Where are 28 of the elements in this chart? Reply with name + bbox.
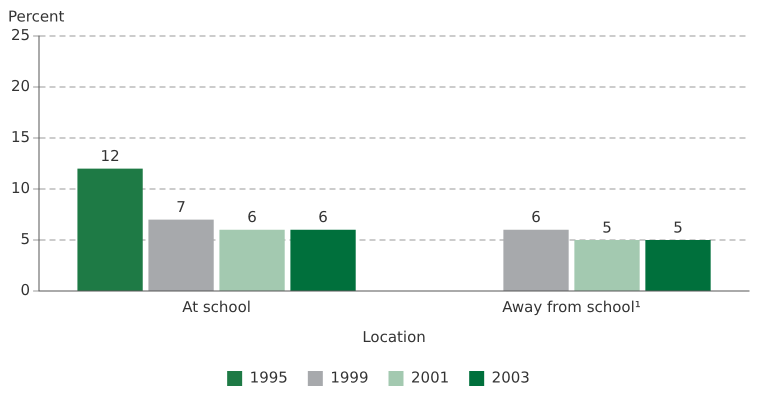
y-tick-label: 20 [10, 76, 30, 95]
data-label: 6 [531, 208, 541, 226]
data-label: 12 [100, 146, 120, 165]
legend-label: 2003 [492, 368, 530, 386]
data-label: 6 [318, 208, 328, 226]
x-axis-title: Location [362, 328, 426, 346]
y-tick-label: 5 [20, 230, 30, 248]
y-axis-title: Percent [8, 7, 65, 26]
bar [503, 230, 569, 290]
legend-label: 2001 [411, 368, 450, 386]
bar [574, 240, 640, 290]
x-tick-label: Away from school¹ [502, 298, 641, 316]
data-label: 6 [247, 208, 257, 226]
data-label: 5 [602, 218, 612, 236]
data-label: 7 [176, 198, 186, 216]
data-label: 5 [673, 218, 683, 236]
bar [77, 168, 143, 290]
x-tick-label: At school [182, 298, 251, 316]
bar [219, 230, 285, 290]
y-tick-label: 15 [10, 128, 30, 146]
legend-label: 1995 [250, 368, 288, 386]
bar [148, 220, 214, 290]
bar [645, 240, 711, 290]
y-tick-label: 25 [10, 26, 30, 44]
legend-label: 1999 [330, 368, 369, 386]
bar [290, 230, 356, 290]
y-tick-label: 0 [20, 280, 30, 299]
y-tick-label: 10 [10, 178, 30, 197]
